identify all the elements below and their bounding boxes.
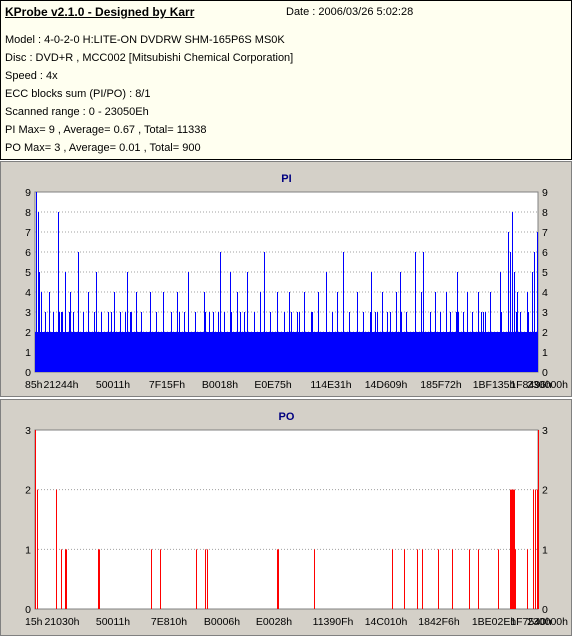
pi-ytick-label-left: 3 [25, 307, 31, 319]
po-plot-area [34, 429, 539, 610]
drive-model: Model : 4-0-2-0 H:LITE-ON DVDRW SHM-165P… [5, 34, 285, 46]
po-xtick-label: 1F7540h [510, 616, 552, 628]
po-xtick-label: 21030h [44, 616, 79, 628]
pi-ytick-label-right: 6 [542, 247, 548, 259]
pi-summary: PI Max= 9 , Average= 0.67 , Total= 11338 [5, 124, 207, 136]
po-xtick-label: 50011h [96, 616, 130, 628]
pi-xtick-label: B0018h [202, 379, 238, 391]
scanned-range: Scanned range : 0 - 23050Eh [5, 106, 149, 118]
pi-xtick-label: 1BF135h [473, 379, 516, 391]
pi-ytick-label-right: 8 [542, 207, 548, 219]
po-summary: PO Max= 3 , Average= 0.01 , Total= 900 [5, 142, 201, 154]
pi-chart: PI 0 0 1 1 2 2 3 3 4 4 5 5 6 6 7 7 8 8 9 9 85h 21244h 50011h 7F1… [25, 173, 568, 391]
pi-ytick-label-left: 6 [25, 247, 31, 259]
info-panel: KProbe v2.1.0 - Designed by Karr Date : … [0, 0, 572, 160]
po-xtick-label: 1842F6h [418, 616, 460, 628]
po-xtick-label: 11390Fh [313, 616, 354, 628]
pi-xtick-label: 1F8496h [510, 379, 552, 391]
po-ytick-label-right: 1 [542, 544, 548, 556]
pi-ytick-label-right: 4 [542, 287, 548, 299]
pi-xtick-label: 14D609h [365, 379, 408, 391]
pi-xtick-label: 230000h [527, 379, 568, 391]
pi-xtick-label: 50011h [96, 379, 130, 391]
pi-ytick-label-left: 7 [25, 227, 31, 239]
po-chart-panel: PO 0 0 1 1 2 2 3 3 15h 21030h 50011h 7E810h B0006h E00… [0, 399, 572, 636]
po-chart-title: PO [279, 411, 295, 423]
po-ytick-label-left: 0 [25, 604, 31, 616]
pi-xtick-label: 7F15Fh [149, 379, 185, 391]
pi-xtick-label: 114E31h [310, 379, 351, 391]
pi-chart-panel: PI 0 0 1 1 2 2 3 3 4 4 5 5 6 6 7 7 8 8 9 9 85h 21244h 50011h 7F1… [0, 161, 572, 397]
pi-ytick-label-right: 1 [542, 347, 548, 359]
po-xtick-label: 7E810h [151, 616, 187, 628]
pi-ytick-label-right: 3 [542, 307, 548, 319]
pi-ytick-label-left: 4 [25, 287, 31, 299]
pi-ytick-label-right: 2 [542, 327, 548, 339]
po-ytick-label-right: 0 [542, 604, 548, 616]
po-xtick-label: 230000h [527, 616, 568, 628]
po-ytick-label-left: 1 [25, 544, 31, 556]
po-xtick-label: 15h [25, 616, 43, 628]
pi-xtick-label: E0E75h [254, 379, 292, 391]
pi-ytick-label-left: 5 [25, 267, 31, 279]
pi-ytick-label-left: 2 [25, 327, 31, 339]
po-ytick-label-left: 3 [25, 425, 31, 437]
pi-xtick-label: 185F72h [420, 379, 462, 391]
po-bars [35, 430, 539, 609]
pi-xtick-label: 21244h [43, 379, 78, 391]
pi-chart-title: PI [281, 173, 291, 185]
pi-ytick-label-left: 9 [25, 187, 31, 199]
pi-ytick-label-right: 0 [542, 367, 548, 379]
po-xtick-label: 1BE02Eh [472, 616, 517, 628]
po-xtick-label: 14C010h [365, 616, 408, 628]
po-ytick-label-right: 2 [542, 485, 548, 497]
po-chart: PO 0 0 1 1 2 2 3 3 15h 21030h 50011h 7E810h B0006h E00… [25, 411, 568, 628]
po-xtick-label: B0006h [204, 616, 240, 628]
scan-date: Date : 2006/03/26 5:02:28 [286, 6, 414, 18]
ecc-blocks: ECC blocks sum (PI/PO) : 8/1 [5, 88, 151, 100]
scan-speed: Speed : 4x [5, 70, 58, 82]
pi-ytick-label-left: 1 [25, 347, 31, 359]
pi-ytick-label-left: 0 [25, 367, 31, 379]
po-xtick-label: E0028h [256, 616, 292, 628]
pi-bars [35, 192, 538, 372]
pi-ytick-label-right: 9 [542, 187, 548, 199]
po-ytick-label-left: 2 [25, 485, 31, 497]
pi-ytick-label-right: 7 [542, 227, 548, 239]
disc-info: Disc : DVD+R , MCC002 [Mitsubishi Chemic… [5, 52, 294, 64]
pi-xtick-label: 85h [25, 379, 43, 391]
pi-ytick-label-right: 5 [542, 267, 548, 279]
app-title: KProbe v2.1.0 - Designed by Karr [5, 5, 195, 19]
pi-ytick-label-left: 8 [25, 207, 31, 219]
po-ytick-label-right: 3 [542, 425, 548, 437]
pi-baseline-fill [35, 332, 538, 372]
